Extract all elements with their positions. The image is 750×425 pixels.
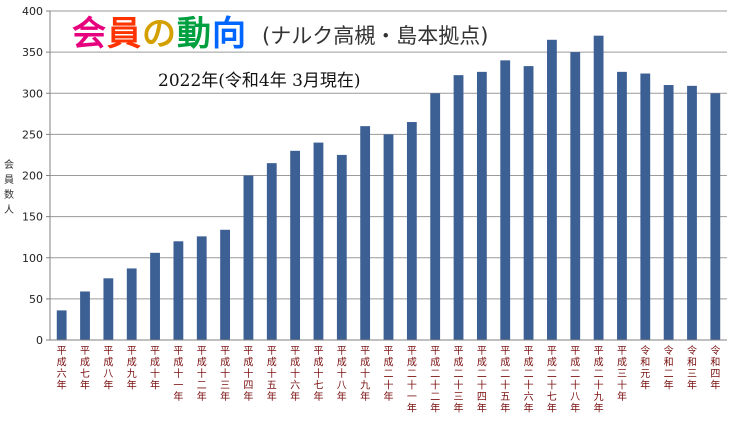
bar (103, 278, 114, 340)
x-tick-label: 平成十五年 (267, 346, 277, 403)
chart-subtitle: 2022年(令和4年 3月現在) (158, 71, 361, 91)
bar (570, 52, 581, 340)
bar (360, 126, 371, 341)
y-axis: 0 50 100 150 200 250 300 350 400 (22, 5, 51, 347)
x-tick-label: 平成二十二年 (430, 346, 440, 415)
chart-title: 会員の動向 (72, 6, 247, 55)
chart-title-char: 員 (107, 14, 142, 54)
y-axis-label: 会員数 人 (4, 160, 14, 216)
x-tick-label: 平成二十七年 (547, 346, 557, 415)
x-tick-label: 平成十九年 (360, 346, 370, 403)
bar (640, 73, 651, 340)
y-tick-label: 350 (22, 46, 43, 59)
y-tick-label: 200 (22, 170, 43, 183)
bar (687, 85, 697, 340)
x-tick-label: 平成二十六年 (524, 346, 534, 415)
chart-title-char: 動 (177, 14, 212, 54)
chart-title-char: の (142, 14, 177, 54)
x-tick-label: 平成二十五年 (500, 346, 510, 415)
bar (243, 175, 254, 340)
x-tick-label: 平成十四年 (243, 346, 253, 403)
chart-title-suffix: (ナルク高槻・島本拠点) (262, 24, 489, 48)
y-tick-label: 100 (22, 252, 43, 265)
bars (56, 35, 721, 341)
bar (547, 39, 557, 340)
x-tick-label: 平成六年 (57, 346, 67, 392)
y-tick-label: 50 (29, 293, 43, 306)
bar (150, 252, 160, 340)
x-tick-label: 平成七年 (80, 346, 90, 392)
x-tick-label: 平成二十年 (384, 346, 394, 403)
bar (593, 35, 604, 341)
x-tick-label: 平成十八年 (337, 346, 347, 403)
x-tick-label: 平成十二年 (197, 346, 207, 403)
bar (56, 310, 67, 340)
x-axis: 平成六年 平成七年 平成八年 平成九年 平成十年 平成十一年 平成十二年 平成十三年 平成十四年… (50, 339, 727, 415)
bar (80, 291, 90, 340)
bar (336, 154, 347, 340)
bar (500, 60, 511, 340)
bar (220, 229, 230, 340)
x-tick-label: 平成十七年 (313, 346, 323, 403)
x-tick-label: 平成二十三年 (454, 346, 464, 415)
bar (196, 236, 207, 340)
x-tick-label: 平成二十四年 (477, 346, 487, 415)
bar (313, 142, 324, 340)
x-tick-label: 令和二年 (664, 344, 674, 392)
x-tick-label: 平成三十年 (617, 346, 627, 403)
bar (406, 122, 417, 340)
y-tick-label: 400 (22, 5, 43, 18)
chart-title-char: 会 (72, 14, 107, 54)
x-tick-label: 平成十年 (150, 346, 160, 392)
x-tick-label: 平成二十八年 (570, 346, 580, 415)
x-tick-label: 令和元年 (640, 344, 650, 392)
x-tick-label: 平成九年 (127, 346, 137, 392)
bar (266, 163, 277, 340)
bar (453, 75, 464, 340)
x-tick-label: 平成二十九年 (594, 346, 604, 415)
bar (663, 85, 674, 341)
x-tick-label: 平成十三年 (220, 346, 230, 403)
bar (290, 150, 301, 340)
bar (126, 268, 137, 340)
x-tick-label: 平成十六年 (290, 346, 300, 403)
x-tick-label: 令和四年 (710, 344, 720, 392)
bar (430, 93, 441, 340)
y-tick-label: 0 (36, 334, 43, 347)
chart-title-char: 向 (212, 14, 247, 54)
x-tick-label: 平成二十一年 (407, 346, 417, 415)
x-tick-label: 平成十一年 (173, 346, 183, 403)
x-tick-label: 平成八年 (103, 346, 113, 392)
bar (173, 241, 184, 340)
bar (523, 66, 534, 341)
y-tick-label: 300 (22, 87, 43, 100)
bar (710, 93, 721, 340)
y-tick-label: 250 (22, 128, 43, 141)
chart-title-text: 会員の動向 (72, 14, 247, 54)
x-tick-label: 令和三年 (687, 344, 697, 392)
bar (383, 134, 394, 340)
y-tick-label: 150 (22, 211, 43, 224)
bar (617, 71, 627, 341)
bar (476, 71, 487, 341)
